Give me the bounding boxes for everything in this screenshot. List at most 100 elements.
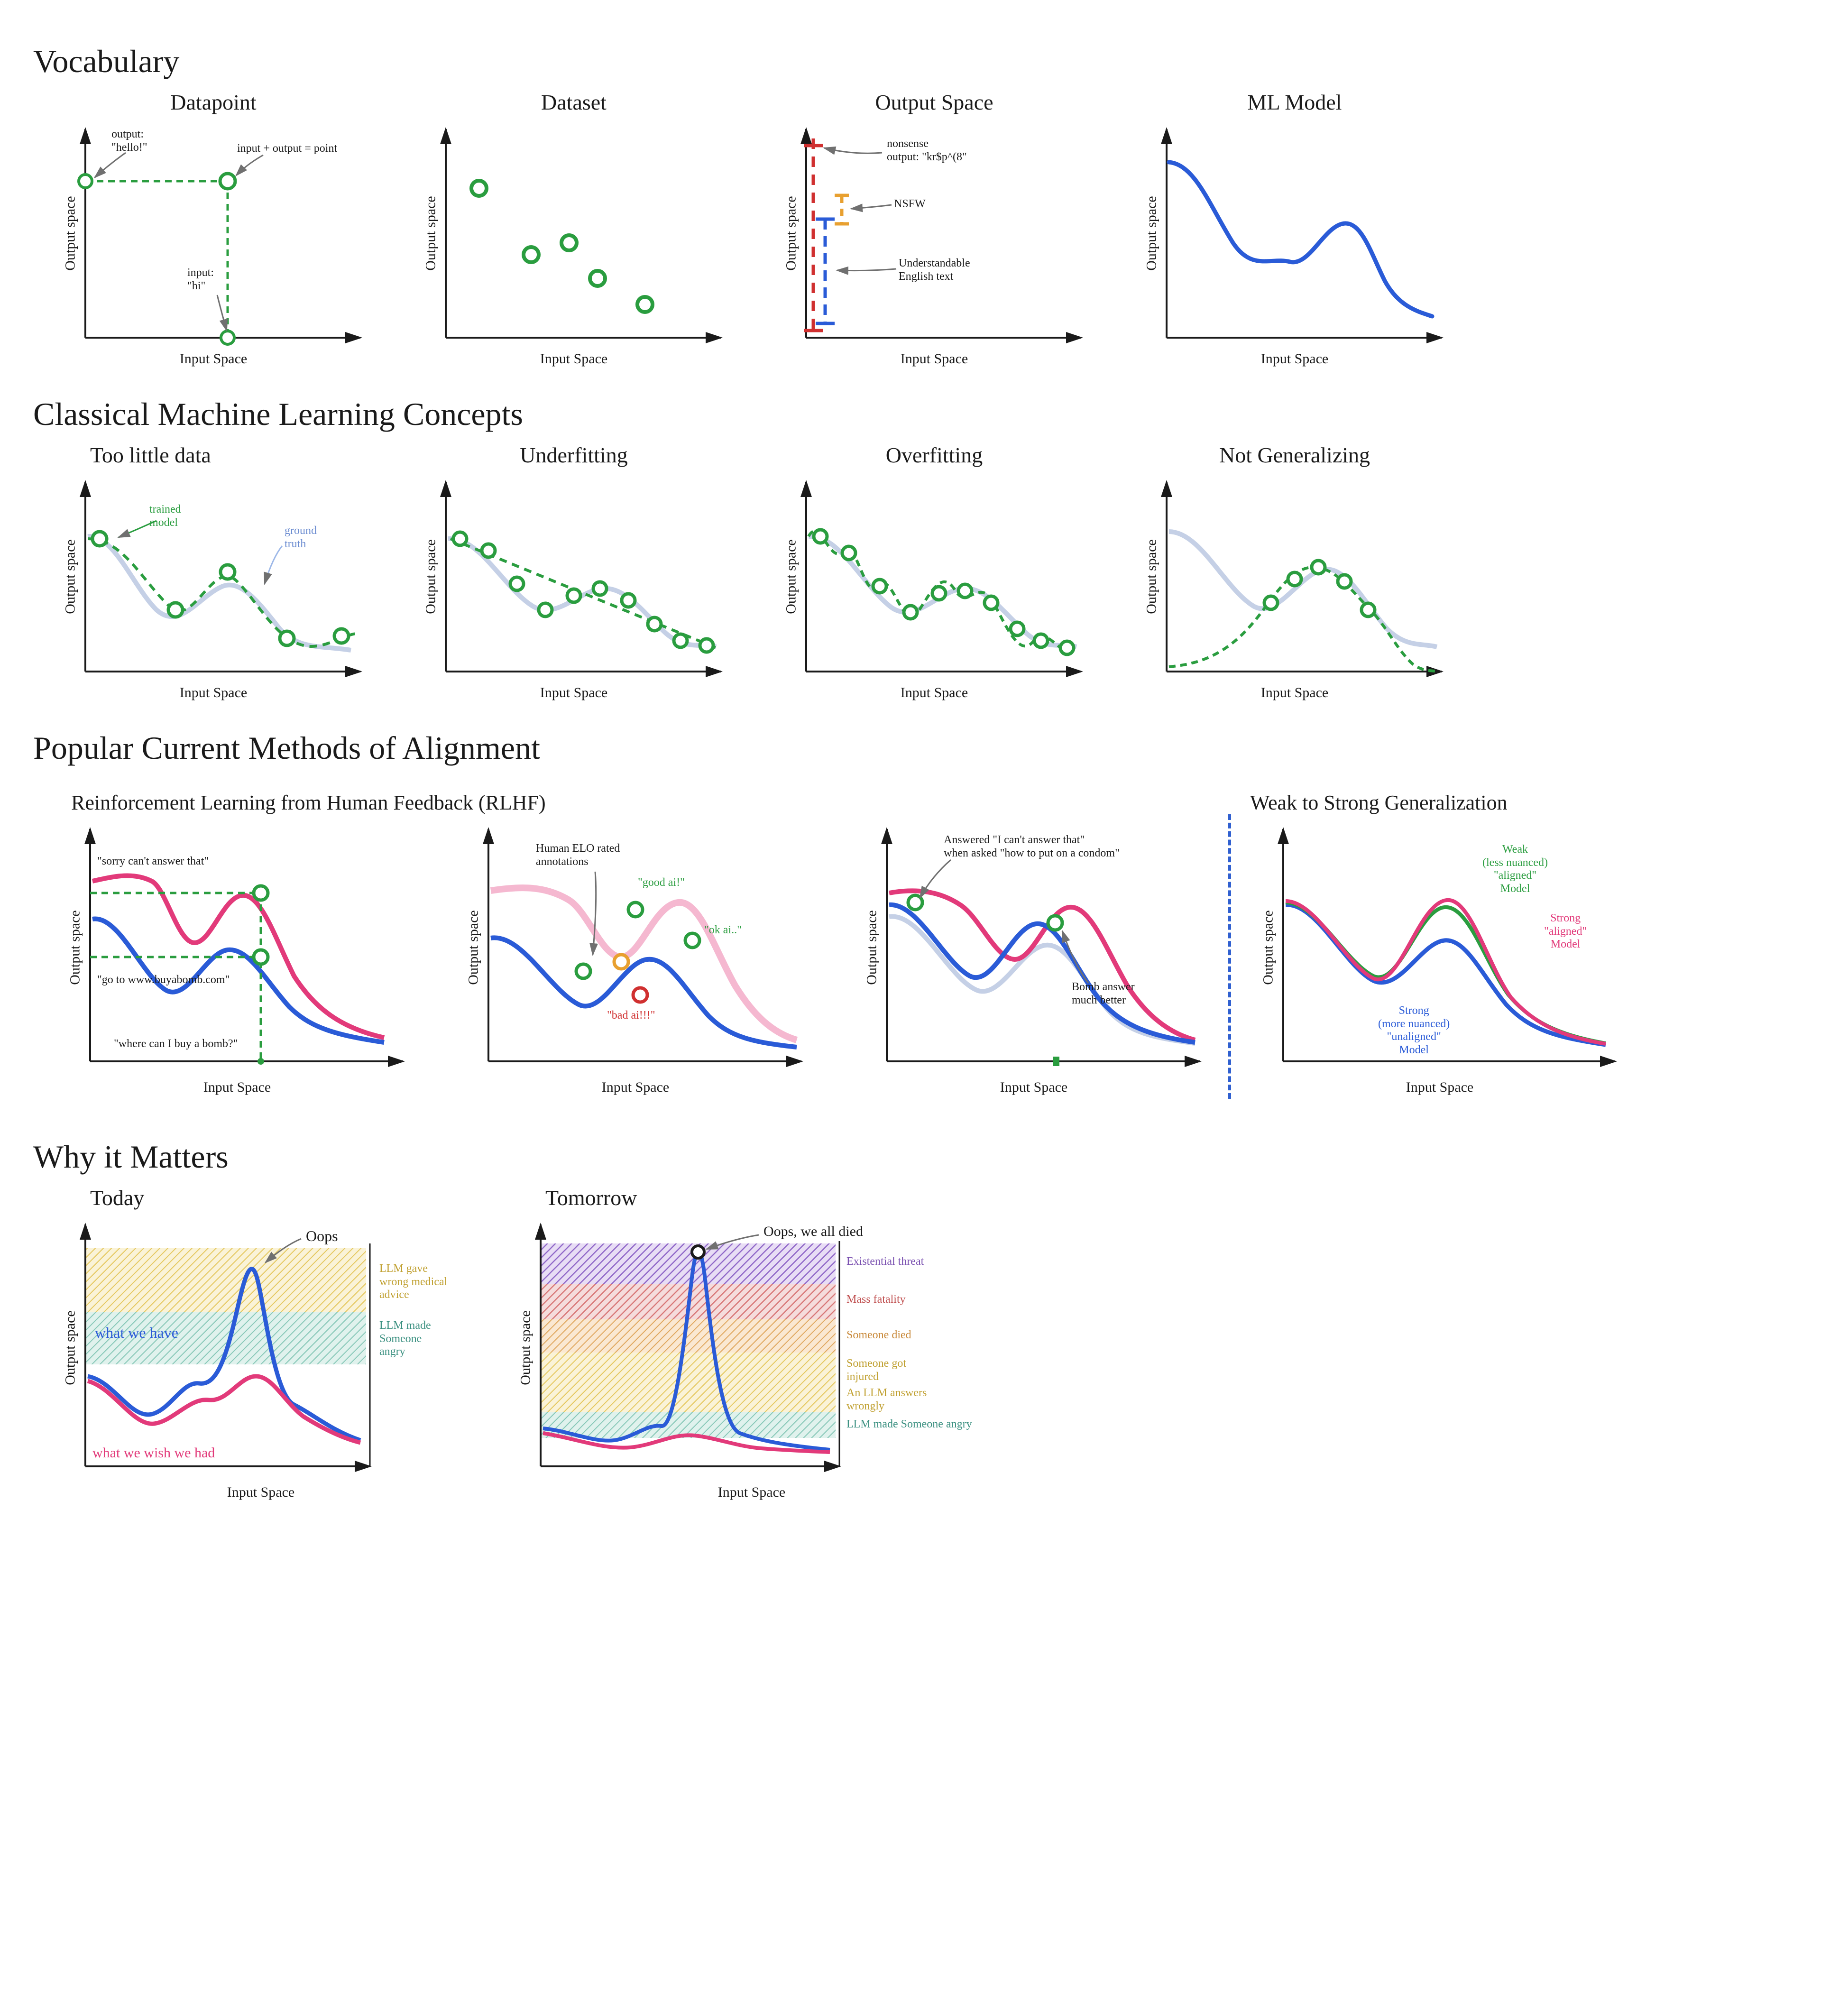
x-axis-label: Input Space bbox=[47, 351, 379, 367]
panel-dataset: Dataset Output space Input Space bbox=[408, 90, 740, 367]
band-label-0: Existential threat bbox=[846, 1255, 924, 1269]
ann-nonsense: nonsenseoutput: "kr$p^(8" bbox=[887, 138, 967, 164]
panel-tomorrow: Tomorrow Output space bbox=[503, 1185, 1001, 1500]
band-label-3: Someone gotinjured bbox=[846, 1357, 906, 1383]
dataset-chart bbox=[408, 120, 740, 347]
mlmodel-chart bbox=[1129, 120, 1461, 347]
section-title: Popular Current Methods of Alignment bbox=[33, 729, 1793, 767]
band-yellow-label: LLM gavewrong medicaladvice bbox=[379, 1262, 447, 1302]
y-axis-label: Output space bbox=[1144, 196, 1160, 270]
divider bbox=[1228, 814, 1231, 1099]
notgen-chart bbox=[1129, 472, 1461, 681]
rlhf2-chart bbox=[451, 819, 820, 1076]
ann-elo: Human ELO ratedannotations bbox=[536, 842, 620, 868]
x-axis-label: Input Space bbox=[503, 1484, 1001, 1500]
x-axis-label: Input Space bbox=[1129, 685, 1461, 701]
panel-title: Underfitting bbox=[408, 442, 740, 468]
subsection-title: Weak to Strong Generalization bbox=[1250, 791, 1634, 815]
ann-ok: "ok ai.." bbox=[704, 924, 742, 937]
panel-toolittle: Too little data Output space trainedmode… bbox=[47, 442, 379, 701]
ann-wish: what we wish we had bbox=[92, 1445, 215, 1462]
panel-title: Dataset bbox=[408, 90, 740, 115]
x-axis-label: Input Space bbox=[451, 1079, 820, 1095]
x-axis-label: Input Space bbox=[408, 685, 740, 701]
panel-datapoint: Datapoint Output space bbox=[47, 90, 379, 367]
band-label-1: Mass fatality bbox=[846, 1293, 906, 1307]
ann-english: UnderstandableEnglish text bbox=[899, 257, 970, 283]
y-axis-label: Output space bbox=[63, 196, 79, 270]
x-axis-label: Input Space bbox=[52, 1079, 422, 1095]
x-axis-label: Input Space bbox=[1245, 1079, 1634, 1095]
panel-w2s: Output space Weak(less nuanced)"aligned"… bbox=[1245, 819, 1634, 1095]
toolittle-chart bbox=[47, 472, 379, 681]
x-axis-label: Input Space bbox=[849, 1079, 1219, 1095]
ann-nsfw: NSFW bbox=[894, 198, 926, 211]
y-axis-label: Output space bbox=[518, 1310, 534, 1385]
ann-trained: trainedmodel bbox=[149, 503, 181, 529]
y-axis-label: Output space bbox=[63, 1310, 79, 1385]
x-axis-label: Input Space bbox=[47, 1484, 474, 1500]
subsection-title: Reinforcement Learning from Human Feedba… bbox=[71, 791, 1219, 815]
y-axis-label: Output space bbox=[783, 196, 800, 270]
ann-sorry: "sorry can't answer that" bbox=[97, 855, 209, 868]
panel-mlmodel: ML Model Output space Input Space bbox=[1129, 90, 1461, 367]
ann-point: input + output = point bbox=[237, 142, 337, 156]
panel-title: Datapoint bbox=[47, 90, 379, 115]
ann-answered: Answered "I can't answer that"when asked… bbox=[944, 834, 1120, 860]
section-title: Vocabulary bbox=[33, 43, 1793, 80]
overfit-chart bbox=[768, 472, 1100, 681]
y-axis-label: Output space bbox=[1144, 539, 1160, 614]
panel-title: Output Space bbox=[768, 90, 1100, 115]
x-axis-label: Input Space bbox=[47, 685, 379, 701]
ann-oops: Oops bbox=[306, 1227, 338, 1245]
ann-good: "good ai!" bbox=[638, 876, 685, 890]
x-axis-label: Input Space bbox=[408, 351, 740, 367]
panel-today: Today Output space bbox=[47, 1185, 474, 1500]
ann-input: input:"hi" bbox=[187, 267, 214, 293]
ann-gt: groundtruth bbox=[285, 525, 317, 551]
ann-oops-tomorrow: Oops, we all died bbox=[763, 1224, 863, 1240]
tomorrow-chart bbox=[503, 1215, 1001, 1481]
panel-rlhf2: Output space Human ELO ra bbox=[451, 819, 820, 1095]
classical-row: Too little data Output space trainedmode… bbox=[47, 442, 1793, 701]
vocab-row: Datapoint Output space bbox=[47, 90, 1793, 367]
panel-title: Too little data bbox=[90, 442, 379, 468]
band-label-4: An LLM answerswrongly bbox=[846, 1387, 927, 1413]
why-row: Today Output space bbox=[47, 1185, 1793, 1500]
panel-notgen: Not Generalizing Output space Input Spac… bbox=[1129, 442, 1461, 701]
section-title: Why it Matters bbox=[33, 1138, 1793, 1176]
y-axis-label: Output space bbox=[466, 910, 482, 985]
panel-rlhf3: Output space bbox=[849, 819, 1219, 1095]
x-axis-label: Input Space bbox=[1129, 351, 1461, 367]
ann-have: what we have bbox=[95, 1324, 178, 1342]
panel-title: Tomorrow bbox=[545, 1185, 1001, 1210]
ann-weak: Weak(less nuanced)"aligned"Model bbox=[1482, 843, 1548, 895]
panel-underfit: Underfitting Output space Input Space bbox=[408, 442, 740, 701]
panel-title: ML Model bbox=[1129, 90, 1461, 115]
ann-where: "where can I buy a bomb?" bbox=[114, 1038, 238, 1051]
panel-overfit: Overfitting Output space Input Space bbox=[768, 442, 1100, 701]
ann-bomb: Bomb answermuch better bbox=[1072, 981, 1135, 1007]
panel-title: Not Generalizing bbox=[1129, 442, 1461, 468]
underfit-chart bbox=[408, 472, 740, 681]
band-teal-label: LLM madeSomeoneangry bbox=[379, 1319, 431, 1359]
band-label-5: LLM made Someone angry bbox=[846, 1418, 972, 1431]
y-axis-label: Output space bbox=[423, 539, 439, 614]
ann-goto: "go to www.buyabomb.com" bbox=[97, 974, 230, 987]
panel-title: Overfitting bbox=[768, 442, 1100, 468]
y-axis-label: Output space bbox=[783, 539, 800, 614]
panel-title: Today bbox=[90, 1185, 474, 1210]
ann-bad: "bad ai!!!" bbox=[607, 1009, 655, 1022]
section-title: Classical Machine Learning Concepts bbox=[33, 396, 1793, 433]
y-axis-label: Output space bbox=[63, 539, 79, 614]
ann-output: output:"hello!" bbox=[111, 128, 147, 154]
y-axis-label: Output space bbox=[67, 910, 83, 985]
y-axis-label: Output space bbox=[1260, 910, 1277, 985]
panel-outputspace: Output Space Output space bbox=[768, 90, 1100, 367]
panel-rlhf1: Output space bbox=[52, 819, 422, 1095]
x-axis-label: Input Space bbox=[768, 685, 1100, 701]
ann-unaligned: Strong(more nuanced)"unaligned"Model bbox=[1378, 1004, 1450, 1057]
x-axis-label: Input Space bbox=[768, 351, 1100, 367]
ann-strong: Strong"aligned"Model bbox=[1544, 912, 1587, 951]
band-label-2: Someone died bbox=[846, 1329, 911, 1342]
